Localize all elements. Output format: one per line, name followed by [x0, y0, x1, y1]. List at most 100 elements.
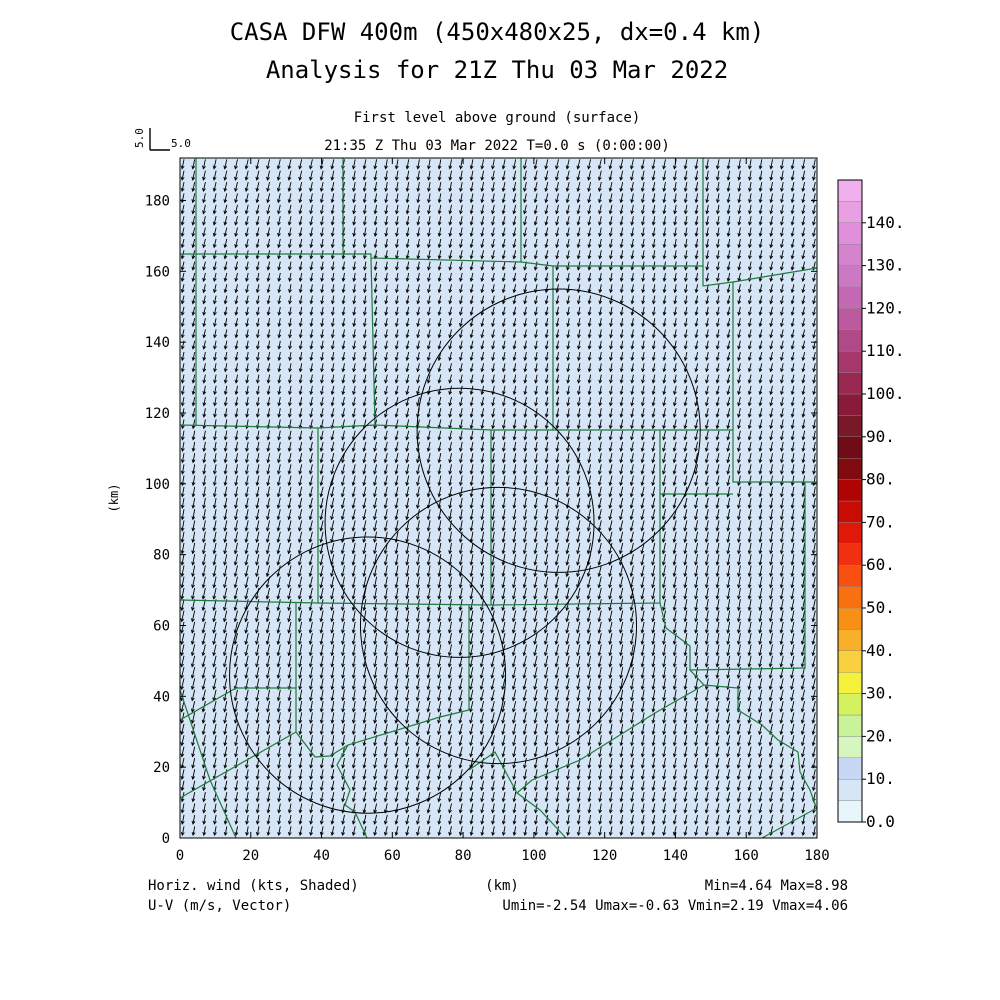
wind-vector-head	[651, 300, 656, 305]
wind-vector	[663, 159, 666, 169]
wind-vector	[235, 453, 238, 463]
wind-vector	[256, 464, 260, 474]
wind-vector	[759, 329, 763, 338]
wind-vector	[662, 453, 666, 463]
wind-vector-head	[437, 277, 442, 282]
wind-vector-head	[705, 300, 710, 305]
wind-vector	[374, 318, 378, 327]
wind-vector-head	[609, 311, 613, 316]
wind-vector	[192, 159, 196, 169]
wind-vector-head	[769, 391, 774, 396]
wind-vector	[181, 430, 185, 440]
wind-vector-head	[780, 232, 784, 237]
wind-vector-head	[373, 187, 378, 193]
wind-vector-head	[256, 368, 260, 373]
wind-vector	[470, 351, 474, 361]
wind-vector-head	[726, 470, 731, 475]
wind-vector	[492, 464, 495, 474]
wind-vector-head	[255, 210, 260, 215]
wind-vector-head	[319, 187, 324, 193]
wind-vector-head	[223, 482, 228, 487]
wind-vector	[694, 475, 699, 486]
wind-vector	[502, 306, 506, 316]
wind-vector	[748, 475, 752, 486]
wind-vector	[631, 250, 634, 259]
wind-vector-head	[801, 199, 806, 204]
wind-vector	[310, 227, 313, 237]
wind-vector	[192, 351, 196, 361]
wind-vector-head	[512, 379, 517, 384]
wind-vector	[534, 475, 538, 486]
wind-vector	[267, 306, 271, 315]
wind-vector-head	[287, 176, 292, 181]
wind-vector-head	[341, 266, 346, 271]
wind-vector-head	[651, 493, 655, 498]
wind-vector	[812, 181, 816, 192]
wind-vector-head	[609, 345, 613, 350]
wind-vector-head	[180, 210, 185, 215]
wind-vector-head	[459, 368, 463, 373]
wind-vector-head	[266, 391, 271, 396]
wind-vector	[567, 306, 570, 315]
wind-vector	[566, 475, 570, 486]
wind-vector	[706, 159, 709, 169]
wind-vector	[267, 464, 271, 474]
wind-vector-head	[459, 300, 463, 305]
wind-vector	[224, 295, 228, 304]
wind-vector	[385, 272, 388, 282]
wind-vector	[738, 374, 741, 383]
wind-vector	[406, 464, 410, 474]
wind-vector	[460, 170, 463, 180]
wind-vector-head	[309, 255, 314, 260]
wind-vector	[331, 340, 335, 349]
wind-vector	[491, 170, 495, 181]
wind-vector-head	[576, 232, 581, 237]
wind-vector-head	[662, 356, 667, 362]
wind-vector-head	[384, 221, 389, 226]
wind-vector	[620, 453, 624, 463]
wind-vector	[224, 396, 228, 406]
wind-vector-head	[416, 176, 421, 181]
wind-vector	[802, 159, 806, 169]
wind-vector	[749, 170, 752, 180]
wind-vector-head	[309, 459, 313, 464]
wind-vector	[534, 295, 538, 304]
wind-vector	[502, 318, 506, 327]
wind-vector-head	[501, 493, 506, 498]
wind-vector	[213, 181, 217, 192]
wind-vector	[620, 272, 624, 282]
wind-vector-head	[587, 266, 592, 271]
wind-vector	[256, 408, 260, 418]
wind-vector	[181, 170, 185, 181]
wind-vector	[513, 497, 517, 509]
wind-vector	[492, 419, 495, 429]
wind-vector-head	[801, 379, 806, 384]
wind-vector	[203, 238, 206, 248]
wind-vector-head	[202, 244, 206, 249]
wind-vector	[727, 340, 731, 349]
wind-vector	[609, 486, 613, 497]
wind-vector-head	[544, 345, 549, 350]
wind-vector	[481, 170, 485, 181]
wind-vector-head	[544, 459, 549, 464]
wind-vector	[257, 385, 260, 395]
wind-vector-head	[352, 210, 356, 215]
wind-vector	[609, 441, 613, 452]
wind-vector	[181, 181, 185, 192]
wind-vector-head	[533, 165, 538, 170]
wind-vector	[502, 453, 506, 463]
wind-vector-head	[630, 368, 635, 373]
wind-vector-head	[790, 345, 795, 350]
wind-vector	[449, 464, 452, 474]
wind-vector-head	[683, 379, 688, 384]
wind-vector-head	[694, 482, 698, 487]
wind-vector	[513, 170, 517, 181]
wind-vector-head	[330, 334, 335, 339]
wind-vector	[610, 340, 613, 349]
wind-vector	[427, 272, 431, 282]
wind-vector	[299, 159, 303, 169]
wind-vector	[599, 272, 602, 282]
wind-vector-head	[351, 482, 356, 487]
wind-vector	[277, 159, 281, 169]
wind-vector	[438, 396, 442, 406]
